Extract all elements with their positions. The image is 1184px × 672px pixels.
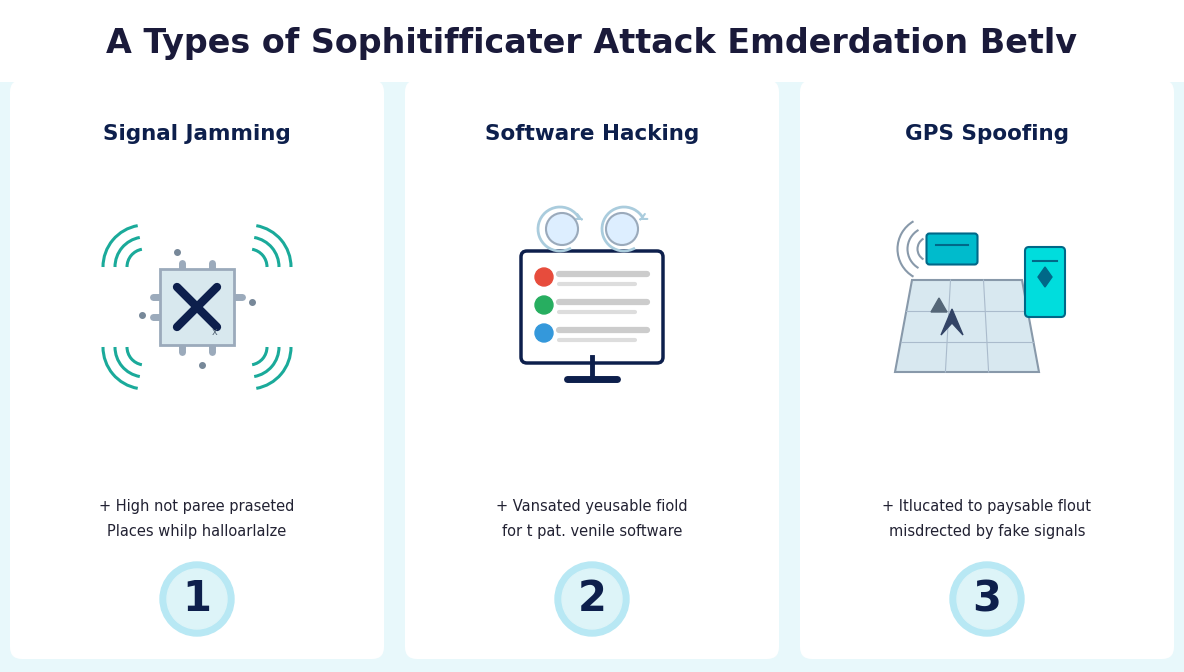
Text: Software Hacking: Software Hacking [485, 124, 699, 144]
Circle shape [535, 268, 553, 286]
Text: A Types of Sophitifficater Attack Emderdation Betlv: A Types of Sophitifficater Attack Emderd… [107, 28, 1077, 60]
FancyBboxPatch shape [0, 0, 1184, 82]
Text: 1: 1 [182, 578, 212, 620]
FancyBboxPatch shape [800, 80, 1175, 659]
Text: + High not paree praseted
Places whilp halloarlalze: + High not paree praseted Places whilp h… [99, 499, 295, 539]
Text: Signal Jamming: Signal Jamming [103, 124, 291, 144]
Polygon shape [895, 280, 1040, 372]
Circle shape [606, 213, 638, 245]
Polygon shape [931, 298, 947, 312]
Polygon shape [1038, 267, 1053, 287]
Circle shape [957, 569, 1017, 629]
Circle shape [555, 562, 629, 636]
FancyBboxPatch shape [160, 269, 234, 345]
Text: + Itlucated to paysable flout
misdrected by fake signals: + Itlucated to paysable flout misdrected… [882, 499, 1092, 539]
FancyBboxPatch shape [1025, 247, 1064, 317]
Circle shape [950, 562, 1024, 636]
Text: 2: 2 [578, 578, 606, 620]
Circle shape [535, 296, 553, 314]
Text: GPS Spoofing: GPS Spoofing [905, 124, 1069, 144]
Circle shape [535, 324, 553, 342]
Circle shape [160, 562, 234, 636]
FancyBboxPatch shape [9, 80, 384, 659]
Text: + Vansated yeusable fiold
for t pat. venile software: + Vansated yeusable fiold for t pat. ven… [496, 499, 688, 539]
FancyBboxPatch shape [521, 251, 663, 363]
FancyBboxPatch shape [405, 80, 779, 659]
Text: x: x [212, 327, 218, 337]
Circle shape [546, 213, 578, 245]
Text: 3: 3 [972, 578, 1002, 620]
FancyBboxPatch shape [927, 233, 978, 265]
Polygon shape [941, 309, 963, 335]
Circle shape [167, 569, 227, 629]
Circle shape [562, 569, 622, 629]
